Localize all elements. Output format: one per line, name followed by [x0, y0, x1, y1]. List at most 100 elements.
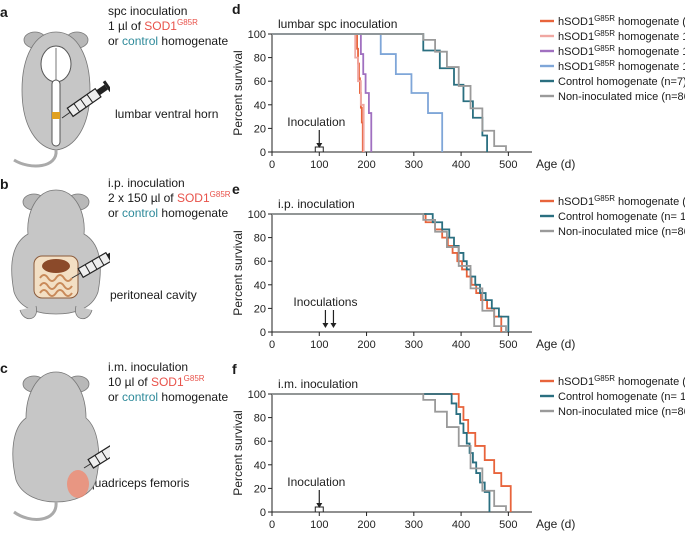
protocol-title-b: i.p. inoculation: [108, 176, 185, 190]
y-tick-label: 60: [254, 256, 266, 268]
y-tick-label: 100: [248, 29, 266, 41]
x-tick-label: 100: [310, 519, 328, 531]
site-label-c: quadriceps femoris: [88, 476, 190, 490]
protocol-control-b: or control homogenate: [108, 206, 229, 220]
y-tick-label: 20: [254, 303, 266, 315]
y-tick-label: 40: [254, 460, 266, 472]
x-tick-label: 0: [269, 519, 275, 531]
protocol-dose-a: 1 µl of SOD1G85R: [108, 18, 198, 34]
x-tick-label: 100: [310, 339, 328, 351]
y-tick-label: 60: [254, 76, 266, 88]
chart-title: i.p. inoculation: [278, 197, 355, 211]
series-line-1: [272, 213, 503, 332]
legend-entry-6: Non-inoculated mice (n=86): [558, 91, 685, 103]
panel-label-e: e: [232, 181, 240, 197]
survival-chart-f: f i.m. inoculation 0 20 40 60 80 100 0 100 200 300 4…: [231, 361, 685, 531]
chart-title: i.m. inoculation: [278, 377, 358, 391]
x-tick-label: 200: [357, 519, 375, 531]
intestines: [39, 274, 73, 297]
panel-label-b: b: [0, 176, 9, 192]
x-tick-label: 200: [357, 159, 375, 171]
protocol-dose-b: 2 x 150 µl of SOD1G85R: [108, 190, 231, 206]
survival-chart-d: d lumbar spc inoculation 0 20 40 60 80 100 0 100 2…: [231, 1, 685, 171]
x-tick-label: 300: [405, 519, 423, 531]
series-line-3: [272, 33, 373, 152]
series-line-1: [272, 33, 364, 152]
legend-entry-3: Non-inoculated mice (n=86): [558, 406, 685, 418]
x-axis-label: Age (d): [536, 517, 575, 531]
y-tick-label: 20: [254, 123, 266, 135]
x-tick-label: 400: [452, 519, 470, 531]
x-axis-label: Age (d): [536, 157, 575, 171]
series-line-3: [272, 213, 507, 332]
survival-chart-e: e i.p. inoculation 0 20 40 60 80 100 0 100 200 300 4…: [231, 181, 685, 351]
x-tick-label: 0: [269, 339, 275, 351]
panel-label-c: c: [0, 360, 8, 376]
chart-title: lumbar spc inoculation: [278, 17, 397, 31]
series-line-3: [272, 393, 507, 512]
site-label-b: peritoneal cavity: [110, 288, 197, 302]
series-line-2: [272, 213, 510, 332]
y-tick-label: 100: [248, 209, 266, 221]
series-line-6: [272, 33, 507, 152]
legend-entry-1: hSOD1G85R homogenate (n=9): [558, 374, 685, 388]
protocol-title-c: i.m. inoculation: [108, 360, 189, 374]
y-tick-label: 100: [248, 389, 266, 401]
x-tick-label: 100: [310, 159, 328, 171]
y-tick-label: 0: [260, 507, 266, 519]
y-tick-label: 40: [254, 100, 266, 112]
mouse-peritoneal-illustration: [11, 189, 110, 319]
legend-entry-2: hSOD1G85R homogenate 1:3 dilution (n=5): [558, 29, 685, 43]
x-tick-label: 500: [499, 159, 517, 171]
legend-entry-1: hSOD1G85R homogenate (n=15): [558, 194, 685, 208]
syringe-icon: [83, 442, 110, 469]
x-tick-label: 300: [405, 339, 423, 351]
x-axis-label: Age (d): [536, 337, 575, 351]
protocol-control-a: or control homogenate: [108, 34, 229, 48]
y-tick-label: 0: [260, 147, 266, 159]
y-tick-label: 80: [254, 233, 266, 245]
site-label-a: lumbar ventral horn: [115, 107, 219, 121]
inoculation-bar: [314, 506, 324, 513]
legend-entry-3: Non-inoculated mice (n=86): [558, 226, 685, 238]
y-tick-label: 60: [254, 436, 266, 448]
annotation-label: Inoculation: [287, 115, 345, 129]
series-line-2: [272, 33, 365, 152]
annotation-label: Inoculation: [287, 475, 345, 489]
mouse-spinal-illustration: [13, 31, 110, 168]
legend-entry-3: hSOD1G85R homogenate 1:9 dilution (n=6): [558, 44, 685, 58]
panel-label-f: f: [232, 361, 237, 377]
legend-entry-2: Control homogenate (n= 12): [558, 391, 685, 403]
legend-entry-5: Control homogenate (n=7): [558, 76, 685, 88]
protocol-control-c: or control homogenate: [108, 390, 229, 404]
protocol-dose-c: 10 µl of SOD1G85R: [108, 374, 205, 390]
injection-site-marker: [52, 112, 60, 119]
x-tick-label: 200: [357, 339, 375, 351]
y-axis-label: Percent survival: [231, 230, 245, 315]
annotation-label: Inoculations: [293, 295, 357, 309]
mouse-tail: [13, 149, 58, 168]
series-line-4: [272, 33, 444, 152]
series-line-2: [272, 393, 491, 512]
series-line-1: [272, 393, 512, 512]
y-tick-label: 80: [254, 53, 266, 65]
x-tick-label: 500: [499, 339, 517, 351]
legend-entry-1: hSOD1G85R homogenate (n=8): [558, 14, 685, 28]
syringe-icon: [71, 250, 110, 279]
y-tick-label: 40: [254, 280, 266, 292]
protocol-title-a: spc inoculation: [108, 4, 188, 18]
mouse-muscle-illustration: [12, 371, 110, 521]
mouse-tail: [13, 501, 58, 521]
y-tick-label: 0: [260, 327, 266, 339]
x-tick-label: 400: [452, 339, 470, 351]
panel-label-d: d: [232, 1, 241, 17]
series-line-5: [272, 33, 488, 152]
legend-entry-2: Control homogenate (n= 15): [558, 211, 685, 223]
y-tick-label: 20: [254, 483, 266, 495]
y-axis-label: Percent survival: [231, 50, 245, 135]
x-tick-label: 0: [269, 159, 275, 171]
panel-label-a: a: [0, 4, 8, 20]
x-tick-label: 300: [405, 159, 423, 171]
legend-entry-4: hSOD1G85R homogenate 1:27 dilution (n=6): [558, 59, 685, 73]
y-tick-label: 80: [254, 413, 266, 425]
